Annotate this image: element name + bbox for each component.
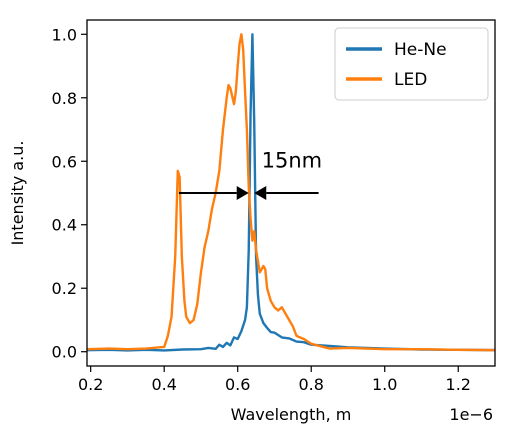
y-tick-label: 0.2	[52, 279, 77, 298]
x-tick-label: 0.4	[151, 375, 176, 394]
x-tick-label: 0.6	[225, 375, 250, 394]
legend-label: LED	[394, 70, 427, 90]
x-axis-label: Wavelength, m	[231, 405, 352, 424]
annotation-arrowhead	[254, 186, 267, 200]
legend-box	[334, 27, 489, 101]
y-tick-label: 0.4	[52, 216, 77, 235]
x-tick-label: 0.8	[298, 375, 323, 394]
x-tick-label: 0.2	[78, 375, 103, 394]
series-line-led	[87, 33, 495, 352]
y-axis-label: Intensity a.u.	[8, 141, 27, 246]
x-tick-label: 1.0	[372, 375, 397, 394]
x-tick-label: 1.2	[446, 375, 471, 394]
y-tick-label: 1.0	[52, 25, 77, 44]
legend: He-Ne LED	[334, 27, 489, 101]
y-tick-label: 0.0	[52, 343, 77, 362]
y-tick-label: 0.8	[52, 89, 77, 108]
annotation-label: 15nm	[262, 149, 323, 173]
x-offset-label: 1e−6	[449, 405, 493, 424]
plot-frame	[86, 19, 496, 367]
annotation-arrowhead	[236, 186, 249, 200]
y-tick-label: 0.6	[52, 152, 77, 171]
legend-label: He-Ne	[394, 40, 447, 60]
